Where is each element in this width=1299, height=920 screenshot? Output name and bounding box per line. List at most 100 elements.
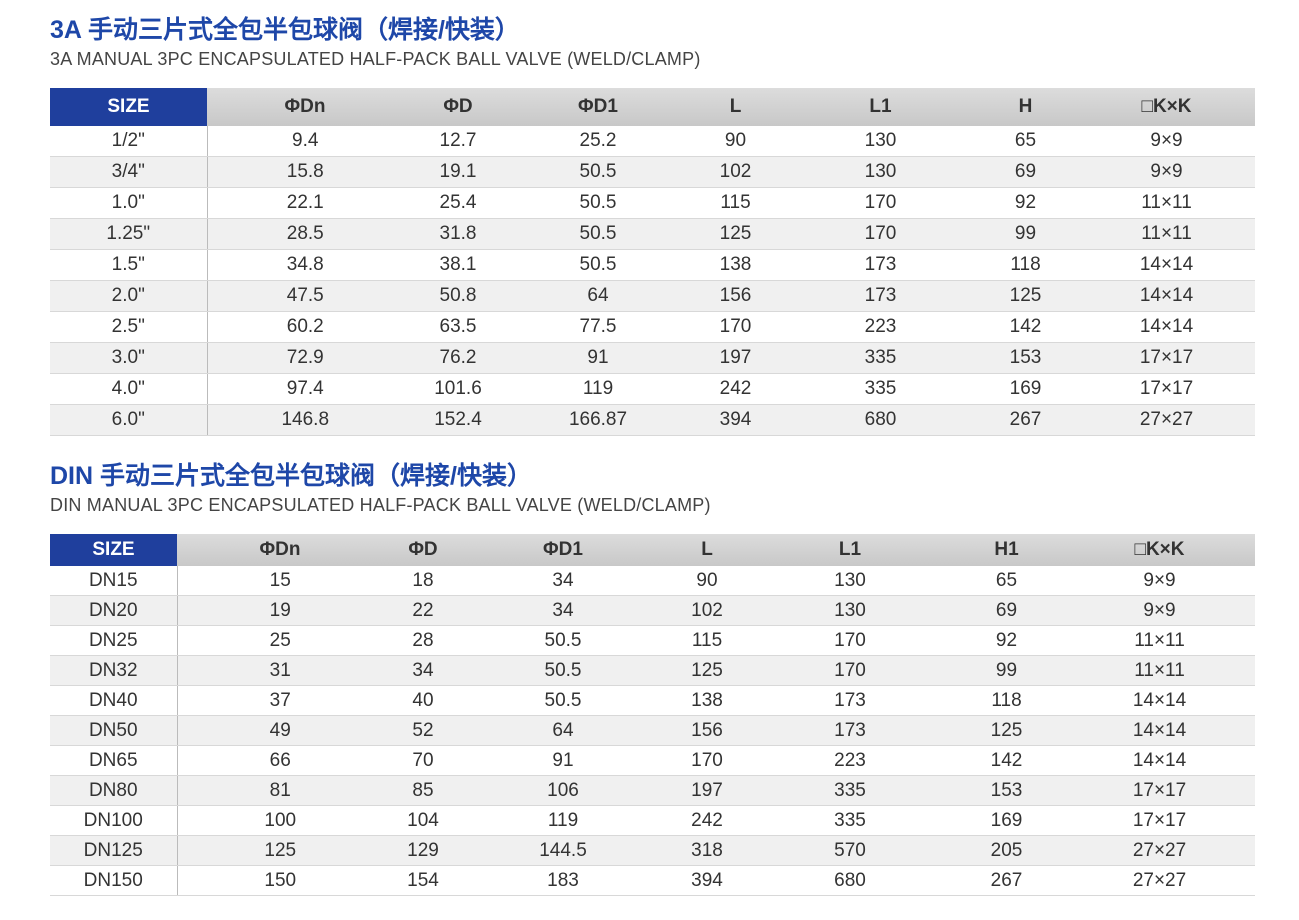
value-cell: 106	[463, 775, 663, 806]
value-cell: 25.4	[403, 187, 513, 219]
value-cell: 28	[383, 625, 463, 656]
size-cell: DN20	[50, 595, 178, 626]
value-cell: 118	[973, 249, 1078, 281]
value-cell: 223	[788, 311, 973, 343]
value-cell: 14×14	[1078, 280, 1255, 312]
value-cell: 119	[463, 805, 663, 836]
value-cell: 102	[683, 156, 788, 188]
value-cell: 173	[788, 249, 973, 281]
column-header: ΦD1	[513, 88, 683, 126]
value-cell: 115	[683, 187, 788, 219]
column-header: SIZE	[50, 88, 207, 126]
value-cell: 680	[788, 404, 973, 436]
section-title: 3A 手动三片式全包半包球阀（焊接/快装）	[50, 16, 520, 44]
value-cell: 154	[383, 865, 463, 896]
value-cell: 50.5	[513, 218, 683, 250]
value-cell: 394	[683, 404, 788, 436]
column-header: L	[663, 534, 751, 566]
value-cell: 130	[751, 595, 949, 626]
value-cell: 14×14	[1064, 745, 1255, 776]
column-header: H1	[949, 534, 1064, 566]
value-cell: 125	[683, 218, 788, 250]
table-row: 1/2" 9.4 12.7 25.2 90 130 65 9×9	[50, 126, 1255, 157]
spec-table-3a: SIZE ΦDn ΦD ΦD1 L L1 H □K×K 1/2" 9.4 12.7 25.2 90 130…	[50, 88, 1255, 436]
value-cell: 25.2	[513, 126, 683, 157]
table-row: DN25 25 28 50.5 115 170 92 11×11	[50, 625, 1255, 656]
table-row: 1.25" 28.5 31.8 50.5 125 170 99 11×11	[50, 218, 1255, 250]
table-row: DN50 49 52 64 156 173 125 14×14	[50, 715, 1255, 746]
table-row: DN40 37 40 50.5 138 173 118 14×14	[50, 685, 1255, 716]
value-cell: 14×14	[1078, 249, 1255, 281]
value-cell: 118	[949, 685, 1064, 716]
value-cell: 125	[949, 715, 1064, 746]
value-cell: 77.5	[513, 311, 683, 343]
value-cell: 19.1	[403, 156, 513, 188]
value-cell: 9×9	[1078, 156, 1255, 188]
table-row: DN65 66 70 91 170 223 142 14×14	[50, 745, 1255, 776]
table-row: DN125 125 129 144.5 318 570 205 27×27	[50, 835, 1255, 866]
value-cell: 85	[383, 775, 463, 806]
column-header: ΦDn	[177, 534, 383, 566]
value-cell: 197	[663, 775, 751, 806]
value-cell: 125	[973, 280, 1078, 312]
value-cell: 11×11	[1078, 187, 1255, 219]
size-cell: 2.0"	[50, 280, 208, 312]
section-title: DIN 手动三片式全包半包球阀（焊接/快装）	[50, 462, 532, 490]
value-cell: 81	[177, 775, 383, 806]
value-cell: 70	[383, 745, 463, 776]
value-cell: 34	[383, 655, 463, 686]
table-row: 2.5" 60.2 63.5 77.5 170 223 142 14×14	[50, 311, 1255, 343]
value-cell: 91	[513, 342, 683, 374]
value-cell: 97.4	[207, 373, 403, 405]
value-cell: 52	[383, 715, 463, 746]
value-cell: 15.8	[207, 156, 403, 188]
value-cell: 104	[383, 805, 463, 836]
value-cell: 37	[177, 685, 383, 716]
section-subtitle: 3A MANUAL 3PC ENCAPSULATED HALF-PACK BAL…	[50, 49, 701, 69]
value-cell: 31	[177, 655, 383, 686]
value-cell: 64	[463, 715, 663, 746]
size-cell: DN100	[50, 805, 178, 836]
value-cell: 335	[751, 775, 949, 806]
value-cell: 34.8	[207, 249, 403, 281]
value-cell: 318	[663, 835, 751, 866]
value-cell: 173	[788, 280, 973, 312]
value-cell: 130	[751, 566, 949, 596]
value-cell: 138	[683, 249, 788, 281]
value-cell: 170	[683, 311, 788, 343]
value-cell: 166.87	[513, 404, 683, 436]
value-cell: 170	[788, 187, 973, 219]
value-cell: 66	[177, 745, 383, 776]
value-cell: 9×9	[1064, 566, 1255, 596]
spec-section-3a: 3A 手动三片式全包半包球阀（焊接/快装） 3A MANUAL 3PC ENCA…	[50, 14, 1255, 436]
value-cell: 11×11	[1064, 625, 1255, 656]
value-cell: 335	[751, 805, 949, 836]
size-cell: DN50	[50, 715, 178, 746]
value-cell: 125	[663, 655, 751, 686]
value-cell: 125	[177, 835, 383, 866]
size-cell: 4.0"	[50, 373, 208, 405]
value-cell: 169	[973, 373, 1078, 405]
value-cell: 9×9	[1078, 126, 1255, 157]
value-cell: 22.1	[207, 187, 403, 219]
value-cell: 27×27	[1078, 404, 1255, 436]
value-cell: 65	[949, 566, 1064, 596]
value-cell: 60.2	[207, 311, 403, 343]
table-row: 6.0" 146.8 152.4 166.87 394 680 267 27×27	[50, 404, 1255, 436]
size-cell: 1/2"	[50, 126, 208, 157]
value-cell: 50.5	[463, 655, 663, 686]
value-cell: 101.6	[403, 373, 513, 405]
size-cell: DN80	[50, 775, 178, 806]
value-cell: 99	[973, 218, 1078, 250]
value-cell: 156	[683, 280, 788, 312]
value-cell: 152.4	[403, 404, 513, 436]
value-cell: 144.5	[463, 835, 663, 866]
value-cell: 680	[751, 865, 949, 896]
value-cell: 17×17	[1078, 342, 1255, 374]
value-cell: 47.5	[207, 280, 403, 312]
value-cell: 12.7	[403, 126, 513, 157]
value-cell: 31.8	[403, 218, 513, 250]
value-cell: 129	[383, 835, 463, 866]
size-cell: 3.0"	[50, 342, 208, 374]
column-header: SIZE	[50, 534, 177, 566]
